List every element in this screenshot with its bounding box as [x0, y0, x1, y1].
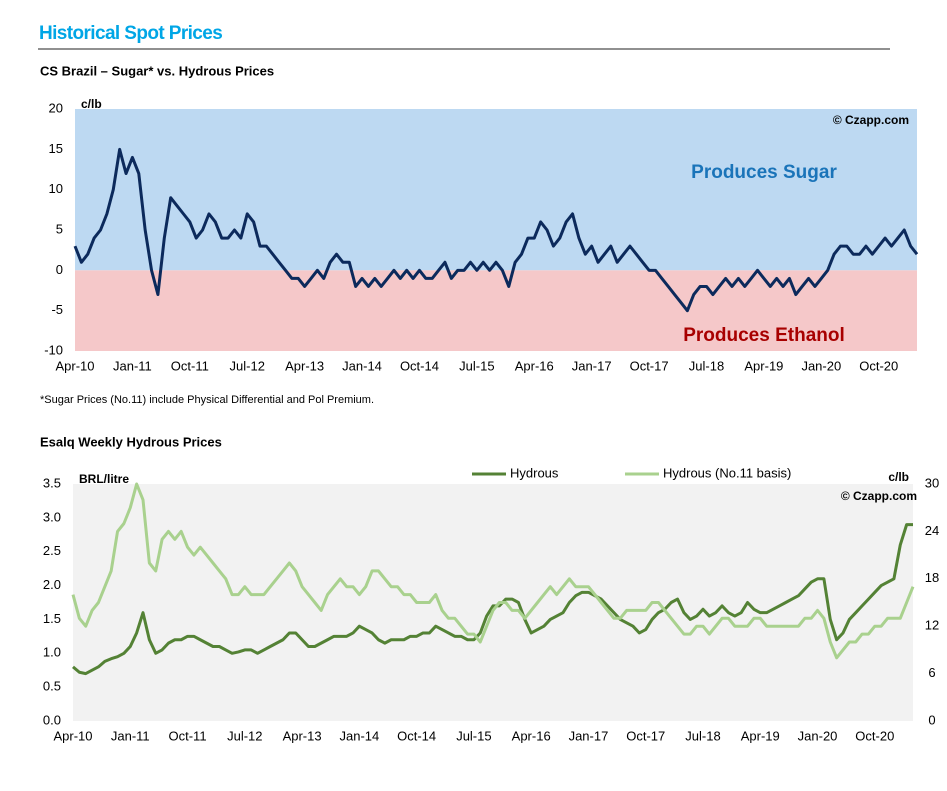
- x-tick-label: Apr-19: [741, 728, 780, 743]
- y-axis-label: BRL/litre: [79, 472, 129, 486]
- x-tick-label: Apr-13: [285, 358, 324, 373]
- y-tick-label: 15: [49, 141, 63, 156]
- chart-title: CS Brazil – Sugar* vs. Hydrous Prices: [40, 63, 274, 78]
- x-tick-label: Oct-14: [400, 358, 439, 373]
- x-tick-label: Oct-14: [397, 728, 436, 743]
- y-tick-label: 2.0: [43, 577, 61, 592]
- x-tick-label: Jul-18: [685, 728, 720, 743]
- watermark: © Czapp.com: [841, 489, 917, 503]
- y-tick-label: 0.0: [43, 712, 61, 727]
- x-tick-label: Oct-11: [171, 358, 209, 373]
- y2-tick-label: 30: [925, 475, 939, 490]
- y-tick-label: 3.0: [43, 509, 61, 524]
- y-tick-label: 1.0: [43, 645, 61, 660]
- y-axis-label: c/lb: [81, 97, 102, 111]
- x-tick-label: Oct-17: [626, 728, 665, 743]
- y2-tick-label: 24: [925, 523, 939, 538]
- legend-label: Hydrous (No.11 basis): [663, 465, 791, 480]
- series-line: [71, 482, 915, 660]
- x-tick-label: Jan-17: [572, 358, 612, 373]
- y2-tick-label: 12: [925, 618, 939, 633]
- x-tick-label: Oct-20: [859, 358, 898, 373]
- x-tick-label: Jul-18: [689, 358, 724, 373]
- x-tick-label: Apr-16: [512, 728, 551, 743]
- y-tick-label: 2.5: [43, 543, 61, 558]
- y2-tick-label: 6: [928, 665, 935, 680]
- y-tick-label: 5: [56, 221, 63, 236]
- x-tick-label: Jul-15: [456, 728, 491, 743]
- x-tick-label: Jan-14: [339, 728, 379, 743]
- x-tick-label: Jan-11: [113, 358, 152, 373]
- x-tick-label: Apr-10: [53, 728, 92, 743]
- y2-tick-label: 18: [925, 570, 939, 585]
- plot-background: [73, 484, 913, 721]
- y-tick-label: 0.5: [43, 679, 61, 694]
- positive-region: [75, 109, 917, 271]
- x-tick-label: Jan-11: [111, 728, 150, 743]
- annotation: Produces Sugar: [691, 162, 837, 183]
- page-title: Historical Spot Prices: [39, 23, 222, 44]
- x-tick-label: Jan-14: [342, 358, 382, 373]
- negative-region: [75, 270, 917, 351]
- x-tick-label: Apr-19: [744, 358, 783, 373]
- watermark: © Czapp.com: [833, 113, 909, 127]
- y-tick-label: 0: [56, 262, 63, 277]
- y-tick-label: 20: [49, 100, 63, 115]
- x-tick-label: Jul-15: [459, 358, 494, 373]
- y-tick-label: -5: [51, 302, 63, 317]
- x-tick-label: Oct-11: [169, 728, 207, 743]
- line: [73, 147, 919, 313]
- x-tick-label: Jul-12: [227, 728, 262, 743]
- x-tick-label: Apr-10: [55, 358, 94, 373]
- x-tick-label: Apr-16: [515, 358, 554, 373]
- x-tick-label: Jan-17: [569, 728, 609, 743]
- x-tick-label: Apr-13: [283, 728, 322, 743]
- y-tick-label: 10: [49, 181, 63, 196]
- y2-tick-label: 0: [928, 712, 935, 727]
- x-tick-label: Oct-20: [855, 728, 894, 743]
- annotation: Produces Ethanol: [683, 325, 845, 346]
- footnote: *Sugar Prices (No.11) include Physical D…: [40, 394, 374, 406]
- chart-title: Esalq Weekly Hydrous Prices: [40, 434, 222, 449]
- x-tick-label: Jan-20: [801, 358, 841, 373]
- y-tick-label: 1.5: [43, 611, 61, 626]
- y-tick-label: 3.5: [43, 475, 61, 490]
- legend-label: Hydrous: [510, 465, 559, 480]
- y-tick-label: -10: [44, 342, 63, 357]
- x-tick-label: Jan-20: [798, 728, 838, 743]
- x-tick-label: Jul-12: [230, 358, 265, 373]
- x-tick-label: Oct-17: [630, 358, 669, 373]
- series-line: [72, 523, 913, 676]
- y2-axis-label: c/lb: [888, 470, 909, 484]
